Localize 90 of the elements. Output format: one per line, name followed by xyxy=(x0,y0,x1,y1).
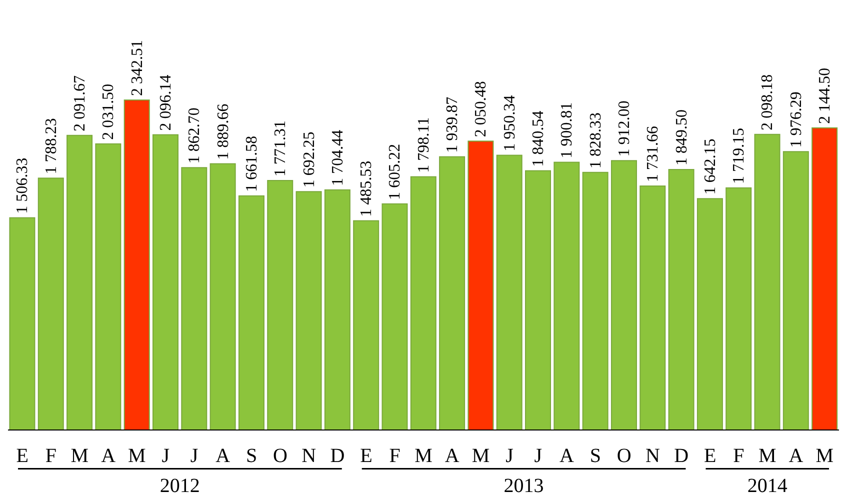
x-tick-label: O xyxy=(273,445,288,468)
data-label: 2 091.67 xyxy=(72,75,89,132)
data-label: 1 704.44 xyxy=(329,130,346,186)
data-label: 1 900.81 xyxy=(558,102,576,158)
x-tick-label: E xyxy=(360,445,372,468)
x-tick-label: F xyxy=(45,445,57,468)
x-tick-label: M xyxy=(414,445,433,468)
x-tick-label: F xyxy=(733,445,744,468)
data-label: 1 719.15 xyxy=(730,128,748,184)
x-tick-label: D xyxy=(330,445,345,468)
bar xyxy=(554,162,580,430)
data-label: 1 692.25 xyxy=(300,132,318,188)
bar xyxy=(812,127,838,430)
data-label: 2 342.51 xyxy=(128,40,146,96)
x-tick-label: M xyxy=(758,445,776,468)
data-label: 1 798.11 xyxy=(415,117,432,173)
bar xyxy=(439,156,466,430)
data-label: 1 788.23 xyxy=(42,118,60,174)
data-label: 1 731.66 xyxy=(644,126,662,182)
data-label: 1 950.34 xyxy=(501,95,518,152)
x-tick-label: J xyxy=(190,445,198,468)
bar xyxy=(95,143,122,430)
data-label: 1 642.15 xyxy=(702,138,719,195)
x-tick-label: E xyxy=(704,445,716,468)
x-tick-label: N xyxy=(302,445,316,468)
data-label: 1 828.33 xyxy=(587,112,604,168)
text: 2012 xyxy=(160,475,200,497)
x-tick-label: D xyxy=(674,445,689,468)
data-label: 2 050.48 xyxy=(472,81,490,138)
data-label: 1 661.58 xyxy=(243,136,260,192)
x-tick-label: S xyxy=(590,445,601,468)
x-tick-label: J xyxy=(506,445,514,468)
x-tick-label: A xyxy=(788,445,804,468)
x-tick-label: J xyxy=(534,445,542,468)
x-tick-label: A xyxy=(444,445,460,468)
text: 2013 xyxy=(504,475,544,497)
data-label: 1 485.53 xyxy=(358,160,376,217)
x-tick-label: A xyxy=(216,445,231,468)
data-label: 1 840.54 xyxy=(530,110,548,167)
data-label: 1 889.66 xyxy=(214,104,232,160)
data-label: 1 862.70 xyxy=(186,108,204,164)
bar xyxy=(181,167,208,430)
bar xyxy=(496,154,522,430)
bar xyxy=(353,220,380,430)
bar xyxy=(152,134,178,430)
x-tick-label: M xyxy=(70,445,89,468)
x-tick-label: M xyxy=(816,445,834,468)
x-tick-label: M xyxy=(128,445,146,468)
x-tick-label: F xyxy=(389,445,400,468)
bar xyxy=(238,195,264,430)
x-tick-label: O xyxy=(616,445,632,468)
data-label: 2 096.14 xyxy=(157,74,174,131)
bar xyxy=(38,178,64,430)
bar xyxy=(410,176,436,430)
bar xyxy=(754,134,780,430)
data-label: 1 976.29 xyxy=(788,92,805,148)
bar xyxy=(525,170,552,430)
x-tick-label: N xyxy=(646,445,660,468)
bar xyxy=(296,191,322,430)
bar xyxy=(9,217,36,430)
data-label: 1 849.50 xyxy=(673,109,690,166)
bar xyxy=(324,189,350,430)
bar xyxy=(696,198,723,430)
x-tick-label: J xyxy=(162,445,170,468)
bar xyxy=(782,151,809,430)
data-label: 2 144.50 xyxy=(816,68,834,124)
bar xyxy=(267,180,294,430)
data-label: 1 939.87 xyxy=(444,96,462,153)
x-tick-label: A xyxy=(560,445,575,468)
data-label: 1 912.00 xyxy=(616,100,633,157)
data-label: 2 098.18 xyxy=(759,74,776,130)
data-label: 1 771.31 xyxy=(272,120,290,176)
x-tick-label: M xyxy=(472,445,490,468)
data-label: 2 031.50 xyxy=(100,84,118,140)
bar xyxy=(610,160,637,430)
x-tick-label: A xyxy=(101,445,116,468)
data-label: 1 506.33 xyxy=(14,158,32,214)
x-tick-label: E xyxy=(16,445,28,468)
x-tick-label: S xyxy=(246,445,258,468)
bar xyxy=(66,134,93,430)
bar xyxy=(382,203,408,430)
bar xyxy=(726,187,752,430)
bar xyxy=(582,172,608,430)
bar xyxy=(668,168,694,430)
bar xyxy=(468,140,494,430)
bar xyxy=(640,186,666,430)
bar xyxy=(210,163,236,430)
data-label: 1 605.22 xyxy=(386,144,404,200)
bar xyxy=(124,100,150,430)
text: 2014 xyxy=(747,475,788,497)
